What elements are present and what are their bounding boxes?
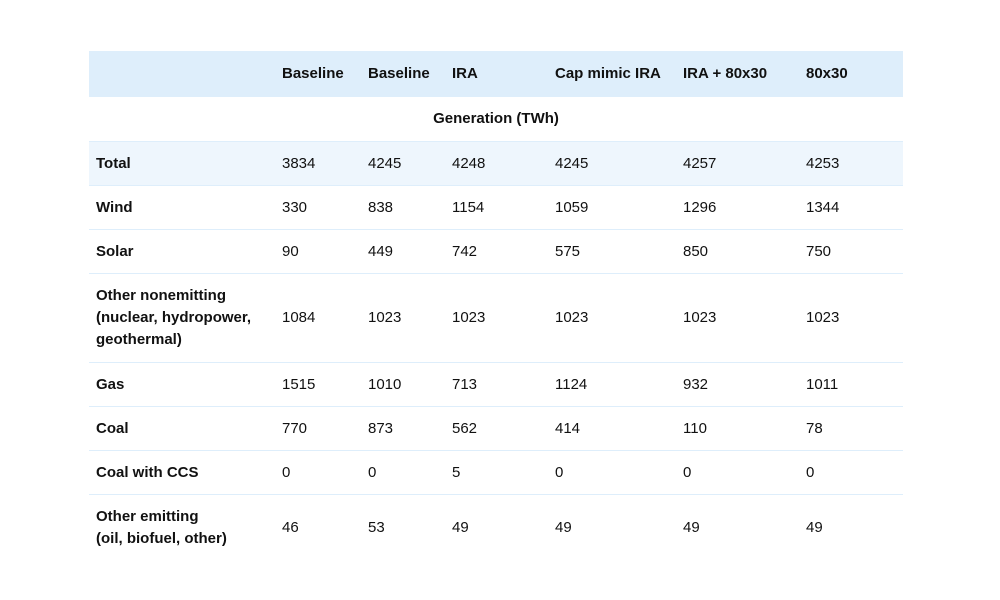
cell-value: 1344 — [799, 185, 903, 230]
table-row: Other emitting (oil, biofuel, other) 46 53… — [89, 495, 903, 562]
cell-value: 1023 — [548, 273, 676, 363]
table-body: Generation (TWh) Total 3834 4245 4248 4245 42… — [89, 97, 903, 561]
cell-value: 414 — [548, 406, 676, 451]
cell-value: 0 — [799, 450, 903, 495]
table-row: Other nonemitting (nuclear, hydropower, … — [89, 273, 903, 363]
cell-value: 4253 — [799, 141, 903, 186]
column-header: Baseline — [282, 65, 344, 82]
cell-value: 3834 — [275, 141, 361, 186]
cell-value: 713 — [445, 362, 548, 407]
row-label: Total — [89, 141, 275, 186]
cell-value: 449 — [361, 229, 445, 274]
table-row: Coal 770 873 562 414 110 78 — [89, 406, 903, 451]
cell-value: 53 — [368, 519, 385, 536]
column-header: 80x30 — [806, 65, 848, 82]
cell-value: 330 — [275, 185, 361, 230]
row-label: Wind — [89, 185, 275, 230]
column-header: IRA — [452, 65, 478, 82]
cell-value: 750 — [799, 229, 903, 274]
cell-value: 1023 — [445, 273, 548, 363]
cell-value: 49 — [452, 519, 469, 536]
section-title: Generation (TWh) — [89, 97, 903, 142]
cell-value: 1059 — [548, 185, 676, 230]
section-row: Generation (TWh) — [89, 97, 903, 142]
cell-value: 4248 — [445, 141, 548, 186]
header-row: Baseline Baseline IRA Cap mimic IRA IRA + 80… — [89, 51, 903, 97]
cell-value: 1124 — [548, 362, 676, 407]
cell-value: 1023 — [799, 273, 903, 363]
cell-value: 5 — [445, 450, 548, 495]
cell-value: 0 — [676, 450, 799, 495]
cell-value: 49 — [806, 519, 823, 536]
cell-value: 110 — [676, 406, 799, 451]
cell-value: 1154 — [445, 185, 548, 230]
cell-value: 1023 — [361, 273, 445, 363]
cell-value: 1011 — [799, 362, 903, 407]
table-row: Total 3834 4245 4248 4245 4257 4253 — [89, 141, 903, 186]
cell-value: 4257 — [676, 141, 799, 186]
column-header: Baseline — [368, 65, 430, 82]
cell-value: 4245 — [548, 141, 676, 186]
cell-value: 78 — [799, 406, 903, 451]
cell-value: 1084 — [275, 273, 361, 363]
cell-value: 562 — [445, 406, 548, 451]
cell-value: 1023 — [676, 273, 799, 363]
table-row: Coal with CCS 0 0 5 0 0 0 — [89, 450, 903, 495]
cell-value: 770 — [275, 406, 361, 451]
row-label: Coal — [89, 406, 275, 451]
cell-value: 1010 — [361, 362, 445, 407]
cell-value: 0 — [548, 450, 676, 495]
cell-value: 873 — [361, 406, 445, 451]
column-header: Cap mimic IRA — [555, 65, 661, 82]
row-label: Coal with CCS — [89, 450, 275, 495]
cell-value: 90 — [275, 229, 361, 274]
column-header: IRA + 80x30 — [683, 65, 768, 82]
cell-value: 49 — [683, 519, 700, 536]
row-label: Solar — [89, 229, 275, 274]
cell-value: 838 — [361, 185, 445, 230]
cell-value: 49 — [555, 519, 572, 536]
cell-value: 0 — [275, 450, 361, 495]
cell-value: 932 — [676, 362, 799, 407]
cell-value: 575 — [548, 229, 676, 274]
header-cell — [89, 51, 275, 97]
table-row: Wind 330 838 1154 1059 1296 1344 — [89, 185, 903, 230]
table-row: Gas 1515 1010 713 1124 932 1011 — [89, 362, 903, 407]
cell-value: 850 — [676, 229, 799, 274]
row-label: Other emitting (oil, biofuel, other) — [96, 508, 227, 547]
table-row: Solar 90 449 742 575 850 750 — [89, 229, 903, 274]
cell-value: 0 — [361, 450, 445, 495]
cell-value: 4245 — [361, 141, 445, 186]
row-label: Gas — [89, 362, 275, 407]
cell-value: 742 — [445, 229, 548, 274]
generation-table: Baseline Baseline IRA Cap mimic IRA IRA + 80… — [89, 51, 903, 561]
cell-value: 1515 — [275, 362, 361, 407]
cell-value: 1296 — [676, 185, 799, 230]
row-label: Other nonemitting (nuclear, hydropower, … — [89, 273, 275, 363]
cell-value: 46 — [282, 519, 299, 536]
